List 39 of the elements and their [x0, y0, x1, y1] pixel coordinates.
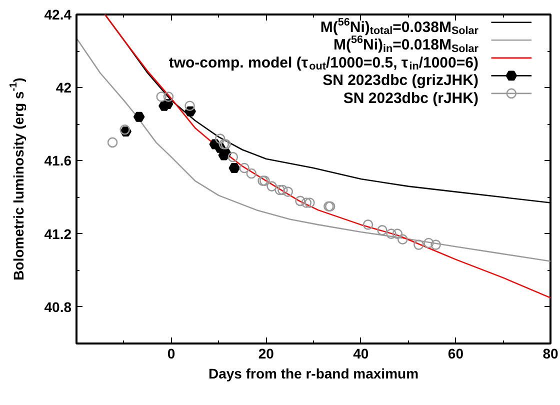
- x-axis-title: Days from the r-band maximum: [208, 366, 419, 382]
- legend-label: SN 2023dbc (grizJHK): [322, 72, 478, 90]
- x-tick-label: 80: [542, 346, 558, 362]
- point: [163, 92, 174, 102]
- point: [278, 184, 288, 196]
- point: [228, 152, 238, 162]
- legend-label: SN 2023dbc (rJHK): [343, 90, 478, 107]
- point: [301, 198, 312, 208]
- x-tick-label: 40: [353, 346, 369, 362]
- point: [304, 198, 315, 208]
- point: [362, 220, 374, 230]
- x-tick-label: 20: [258, 346, 274, 362]
- point: [295, 196, 306, 206]
- point: [156, 92, 166, 102]
- point: [430, 240, 441, 250]
- point: [282, 186, 294, 197]
- y-tick-label: 40.8: [44, 298, 72, 315]
- x-tick-label: 0: [167, 346, 176, 362]
- y-tick-label: 42: [56, 80, 72, 96]
- point: [107, 137, 118, 148]
- point: [386, 228, 396, 239]
- point: [274, 184, 285, 196]
- point: [266, 181, 277, 192]
- point: [214, 134, 226, 144]
- point: [184, 100, 195, 112]
- y-tick-label: 42.4: [44, 6, 72, 22]
- point: [133, 112, 145, 122]
- x-tick-label: 60: [448, 346, 464, 362]
- point: [228, 163, 240, 174]
- point: [246, 168, 257, 179]
- point: [397, 234, 408, 244]
- point: [392, 228, 403, 239]
- point: [239, 162, 250, 174]
- line-series: [76, 38, 550, 262]
- y-tick-label: 41.6: [44, 152, 72, 169]
- point: [424, 238, 434, 248]
- point: [414, 240, 424, 250]
- point: [377, 225, 388, 236]
- y-tick-label: 41.2: [44, 226, 72, 242]
